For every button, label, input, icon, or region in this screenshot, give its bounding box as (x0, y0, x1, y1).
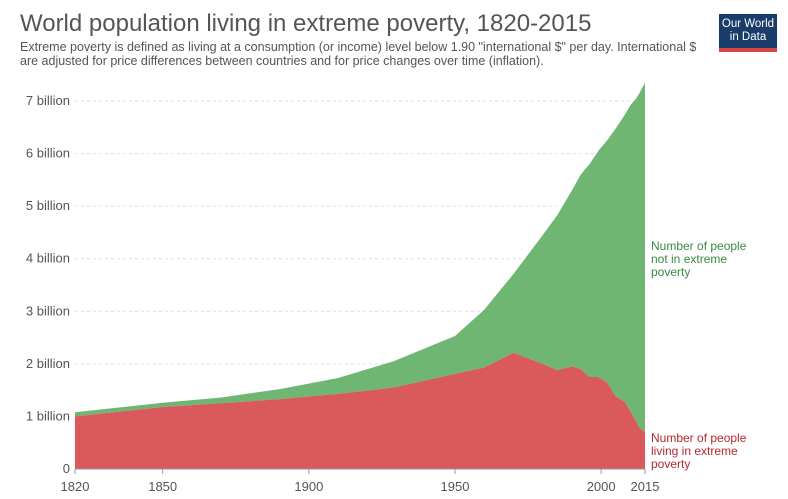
owid-logo[interactable]: Our World in Data (719, 14, 777, 52)
x-tick-label: 2015 (631, 479, 660, 494)
chart-subtitle: Extreme poverty is defined as living at … (20, 40, 697, 68)
x-tick-label: 1950 (441, 479, 470, 494)
y-tick-label: 6 billion (26, 146, 70, 161)
x-tick-label: 2000 (587, 479, 616, 494)
y-tick-label: 0 (63, 461, 70, 476)
logo-line-1: Our World (721, 18, 775, 30)
y-tick-label: 5 billion (26, 198, 70, 213)
label-in-poverty: poverty (651, 457, 690, 471)
label-in-poverty: Number of people (651, 431, 747, 445)
y-tick-label: 1 billion (26, 408, 70, 423)
area-not-in-poverty (75, 82, 645, 433)
y-tick-label: 4 billion (26, 251, 70, 266)
logo-line-2: in Data (729, 31, 767, 43)
x-tick-label: 1850 (148, 479, 177, 494)
y-axis-ticks: 0 1 billion 2 billion 3 billion 4 billion 5 b… (26, 93, 70, 476)
area-series (75, 82, 645, 470)
label-not-in-poverty: Number of people (651, 239, 747, 253)
x-tick-label: 1900 (294, 479, 323, 494)
y-tick-label: 7 billion (26, 93, 70, 108)
label-not-in-poverty: poverty (651, 265, 690, 279)
label-in-poverty: living in extreme (651, 444, 738, 458)
chart-title: World population living in extreme pover… (20, 10, 592, 37)
label-not-in-poverty: not in extreme (651, 252, 727, 266)
y-tick-label: 3 billion (26, 303, 70, 318)
x-tick-label: 1820 (61, 479, 90, 494)
area-in-poverty (75, 352, 645, 469)
x-axis-ticks: 1820 1850 1900 1950 2000 2015 (61, 469, 660, 494)
y-tick-label: 2 billion (26, 356, 70, 371)
